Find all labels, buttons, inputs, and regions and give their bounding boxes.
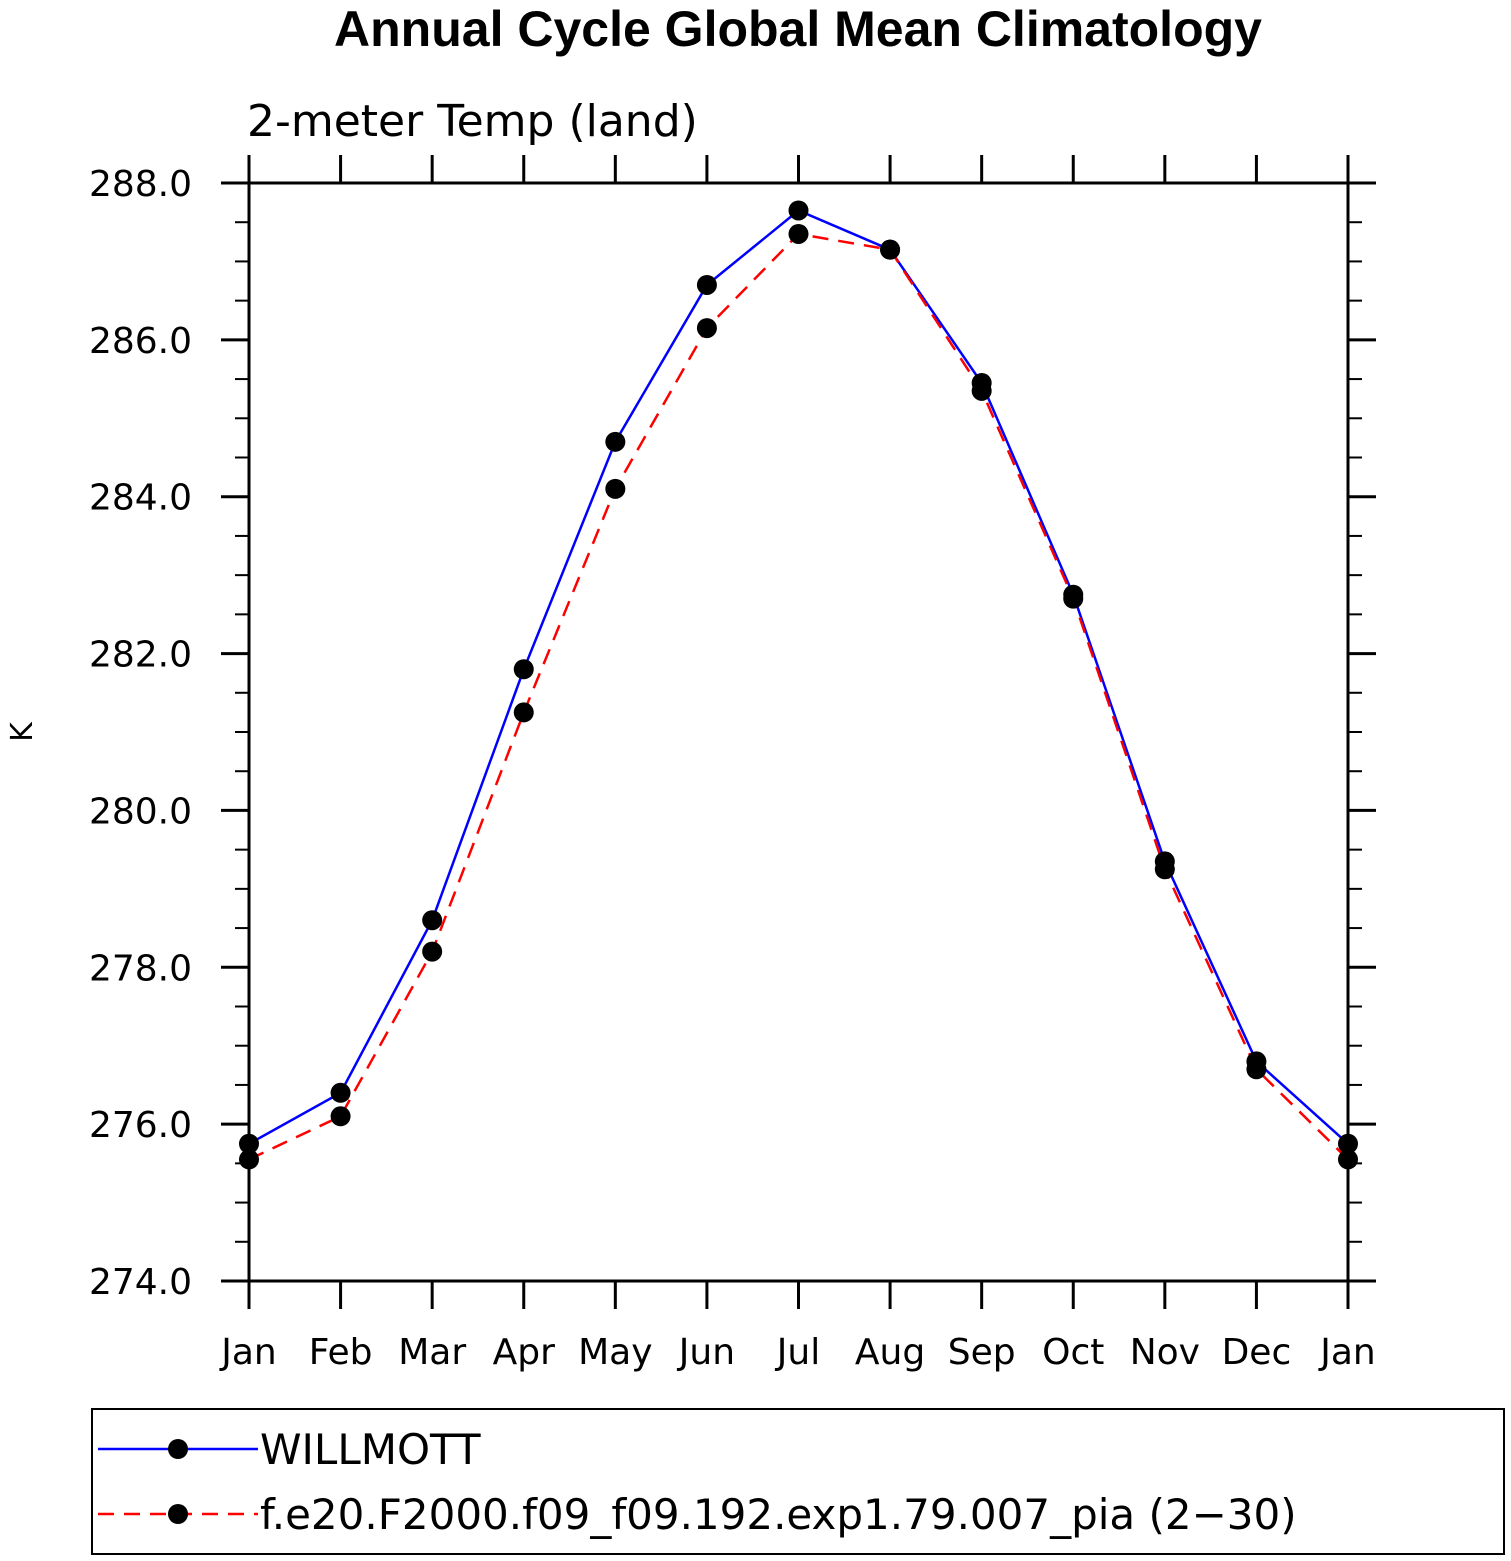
x-tick-label: Aug	[855, 1332, 925, 1373]
y-tick-labels: 274.0 276.0 278.0 280.0 282.0 284.0 286.0 288.0	[89, 164, 192, 1303]
legend-label-model: f.e20.F2000.f09_f09.192.exp1.79.007_pia …	[260, 1490, 1297, 1539]
axis-ticks	[221, 155, 1376, 1309]
x-tick-label: Dec	[1222, 1332, 1292, 1373]
plot-frame	[247, 181, 1350, 1283]
x-tick-label: Oct	[1042, 1332, 1104, 1373]
series-line-0	[248, 209, 1349, 1145]
x-tick-label: Mar	[398, 1332, 466, 1373]
data-point-series-0	[422, 910, 443, 931]
x-tick-label: Nov	[1130, 1332, 1200, 1373]
data-point-series-1	[422, 941, 443, 962]
x-tick-label: Jul	[775, 1332, 820, 1373]
data-point-series-1	[696, 318, 717, 339]
y-tick-label: 282.0	[89, 635, 192, 676]
data-point-series-0	[788, 200, 809, 221]
y-axis-label: K	[5, 721, 40, 742]
data-point-series-1	[605, 478, 626, 499]
data-point-series-0	[1338, 1133, 1358, 1154]
y-tick-label: 274.0	[89, 1262, 192, 1303]
data-point-series-0	[239, 1133, 259, 1154]
x-tick-labels: Jan Feb Mar Apr May Jun Jul Aug Sep Oct Nov Dec Jan	[219, 1332, 1376, 1373]
series-markers	[239, 200, 1358, 1170]
data-point-series-1	[239, 1149, 259, 1170]
series-line-1	[248, 232, 1349, 1161]
legend-marker-willmott	[168, 1439, 188, 1459]
legend-marker-model	[168, 1504, 188, 1524]
data-point-series-1	[880, 239, 901, 260]
x-tick-label: Feb	[309, 1332, 373, 1373]
legend-label-willmott: WILLMOTT	[260, 1425, 481, 1474]
x-tick-label: Jan	[1318, 1332, 1376, 1373]
x-tick-label: Jun	[677, 1332, 735, 1373]
data-point-series-1	[1063, 588, 1084, 609]
data-point-series-1	[1246, 1059, 1267, 1080]
y-tick-label: 286.0	[89, 321, 192, 362]
legend-box	[91, 1408, 1505, 1555]
data-point-series-0	[513, 659, 534, 680]
x-tick-label: May	[578, 1332, 652, 1373]
x-tick-label: Jan	[219, 1332, 277, 1373]
data-point-series-1	[788, 223, 809, 244]
data-point-series-1	[1154, 859, 1175, 880]
data-point-series-0	[696, 274, 717, 295]
data-point-series-1	[971, 380, 992, 401]
y-tick-label: 278.0	[89, 948, 192, 989]
data-point-series-0	[605, 431, 626, 452]
series-lines	[248, 209, 1349, 1161]
y-tick-label: 288.0	[89, 164, 192, 205]
x-tick-label: Apr	[493, 1332, 555, 1373]
data-point-series-1	[513, 702, 534, 723]
data-point-series-0	[330, 1082, 351, 1103]
y-tick-label: 284.0	[89, 478, 192, 519]
legend: WILLMOTT f.e20.F2000.f09_f09.192.exp1.79…	[91, 1408, 1505, 1555]
chart-subtitle: 2-meter Temp (land)	[247, 96, 698, 147]
chart-title: Annual Cycle Global Mean Climatology	[334, 1, 1262, 57]
x-tick-label: Sep	[948, 1332, 1016, 1373]
y-tick-label: 276.0	[89, 1105, 192, 1146]
data-point-series-1	[1338, 1149, 1358, 1170]
y-tick-label: 280.0	[89, 791, 192, 832]
data-point-series-1	[330, 1106, 351, 1127]
